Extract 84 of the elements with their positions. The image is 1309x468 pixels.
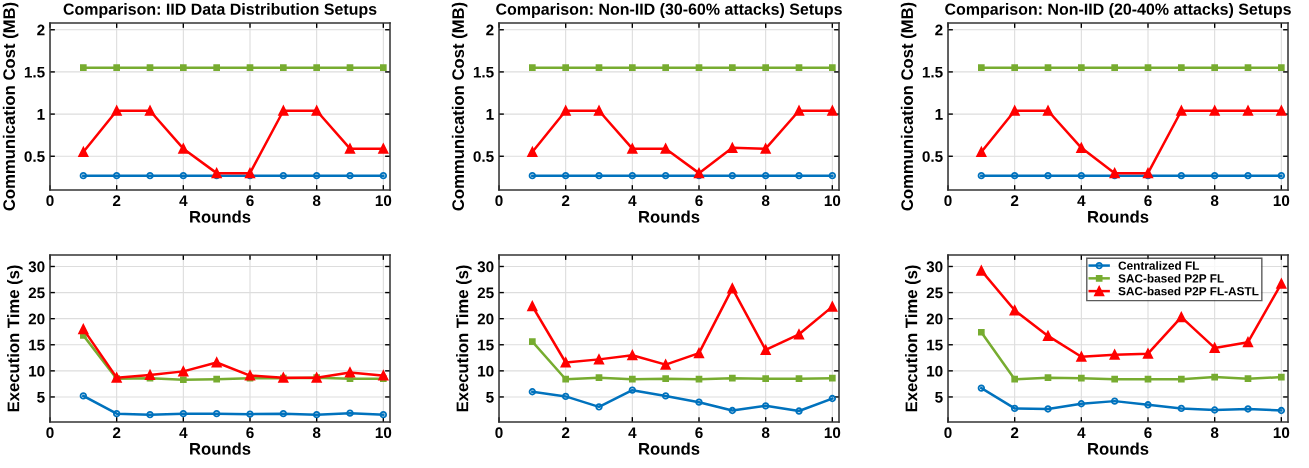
x-tick-label: 2	[561, 427, 570, 438]
x-tick-label: 4	[628, 427, 637, 438]
y-axis-title: Communication Cost (MB)	[2, 2, 19, 211]
x-axis-title: Rounds	[639, 210, 700, 223]
x-tick-label: 10	[1273, 427, 1290, 439]
y-tick-label: 5	[37, 391, 45, 403]
legend-label: Centralized FL	[1118, 261, 1200, 270]
y-tick-label: 15	[927, 339, 943, 351]
x-axis-title: Rounds	[190, 210, 251, 223]
x-tick-label: 2	[1010, 195, 1019, 206]
y-tick-label: 1	[37, 109, 45, 120]
x-axis-title: Rounds	[639, 442, 700, 455]
y-tick-label: 0.5	[922, 151, 943, 162]
x-tick-label: 6	[695, 427, 703, 439]
x-tick-label: 8	[312, 195, 321, 207]
x-tick-label: 0	[495, 427, 503, 439]
y-tick-label: 25	[926, 287, 943, 299]
y-tick-label: 1	[935, 109, 943, 120]
x-tick-label: 6	[246, 195, 254, 207]
y-tick-label: 20	[926, 313, 943, 325]
x-tick-label: 10	[824, 195, 841, 207]
y-tick-label: 25	[477, 287, 494, 299]
y-tick-label: 10	[927, 365, 943, 377]
y-tick-label: 5	[935, 391, 943, 403]
x-tick-label: 4	[1077, 195, 1086, 206]
x-tick-label: 10	[375, 427, 392, 439]
y-tick-label: 1.5	[473, 66, 494, 78]
y-tick-label: 10	[29, 365, 45, 377]
x-tick-label: 2	[1010, 427, 1019, 438]
y-tick-label: 2	[486, 24, 494, 36]
x-tick-label: 8	[1210, 195, 1219, 207]
x-tick-label: 8	[312, 427, 321, 439]
y-axis-title: Communication Cost (MB)	[900, 2, 917, 211]
x-tick-label: 0	[46, 427, 54, 439]
x-axis-title: Rounds	[1088, 442, 1149, 455]
x-tick-label: 8	[761, 427, 770, 439]
chart-title: Comparison: Non-IID (20-40% attacks) Setups	[945, 3, 1291, 18]
y-tick-label: 15	[478, 339, 494, 351]
y-tick-label: 20	[477, 313, 494, 325]
x-tick-label: 0	[46, 195, 54, 207]
x-tick-label: 6	[695, 195, 703, 207]
x-axis-title: Rounds	[1088, 210, 1149, 223]
x-tick-label: 8	[761, 195, 770, 207]
y-tick-label: 1.5	[24, 66, 45, 78]
y-axis-title: Communication Cost (MB)	[451, 2, 468, 211]
x-tick-label: 0	[495, 195, 503, 207]
legend-label: SAC-based P2P FL-ASTL	[1118, 286, 1259, 296]
y-tick-label: 20	[28, 313, 45, 325]
y-tick-label: 30	[28, 261, 45, 273]
x-tick-label: 4	[628, 195, 637, 206]
y-tick-label: 0.5	[473, 151, 494, 162]
y-tick-label: 5	[486, 391, 494, 403]
x-tick-label: 4	[179, 195, 188, 206]
y-tick-label: 1.5	[922, 66, 943, 78]
y-axis-title: Execution Time (s)	[456, 265, 472, 412]
x-tick-label: 6	[1144, 427, 1152, 439]
x-tick-label: 4	[1077, 427, 1086, 438]
y-tick-label: 30	[477, 261, 494, 273]
y-tick-label: 2	[935, 24, 943, 36]
x-tick-label: 0	[944, 195, 952, 207]
x-tick-label: 6	[1144, 195, 1152, 207]
x-tick-label: 2	[561, 195, 570, 206]
y-axis-title: Execution Time (s)	[7, 265, 23, 412]
x-tick-label: 8	[1210, 427, 1219, 439]
x-tick-label: 6	[246, 427, 254, 439]
x-tick-label: 10	[375, 195, 392, 207]
chart-title: Comparison: Non-IID (30-60% attacks) Setups	[496, 3, 842, 18]
x-tick-label: 10	[824, 427, 841, 439]
x-axis-title: Rounds	[190, 442, 251, 455]
x-tick-label: 2	[112, 427, 121, 438]
x-tick-label: 10	[1273, 195, 1290, 207]
x-tick-label: 4	[179, 427, 188, 438]
chart-title: Comparison: IID Data Distribution Setups	[63, 3, 377, 18]
x-tick-label: 0	[944, 427, 952, 439]
legend-label: SAC-based P2P FL	[1118, 273, 1224, 283]
y-tick-label: 10	[478, 365, 494, 377]
y-tick-label: 25	[28, 287, 45, 299]
y-axis-title: Execution Time (s)	[905, 265, 921, 412]
y-tick-label: 0.5	[24, 151, 45, 162]
y-tick-label: 1	[486, 109, 494, 120]
x-tick-label: 2	[112, 195, 121, 206]
y-tick-label: 30	[926, 261, 943, 273]
y-tick-label: 2	[37, 24, 45, 36]
y-tick-label: 15	[29, 339, 45, 351]
